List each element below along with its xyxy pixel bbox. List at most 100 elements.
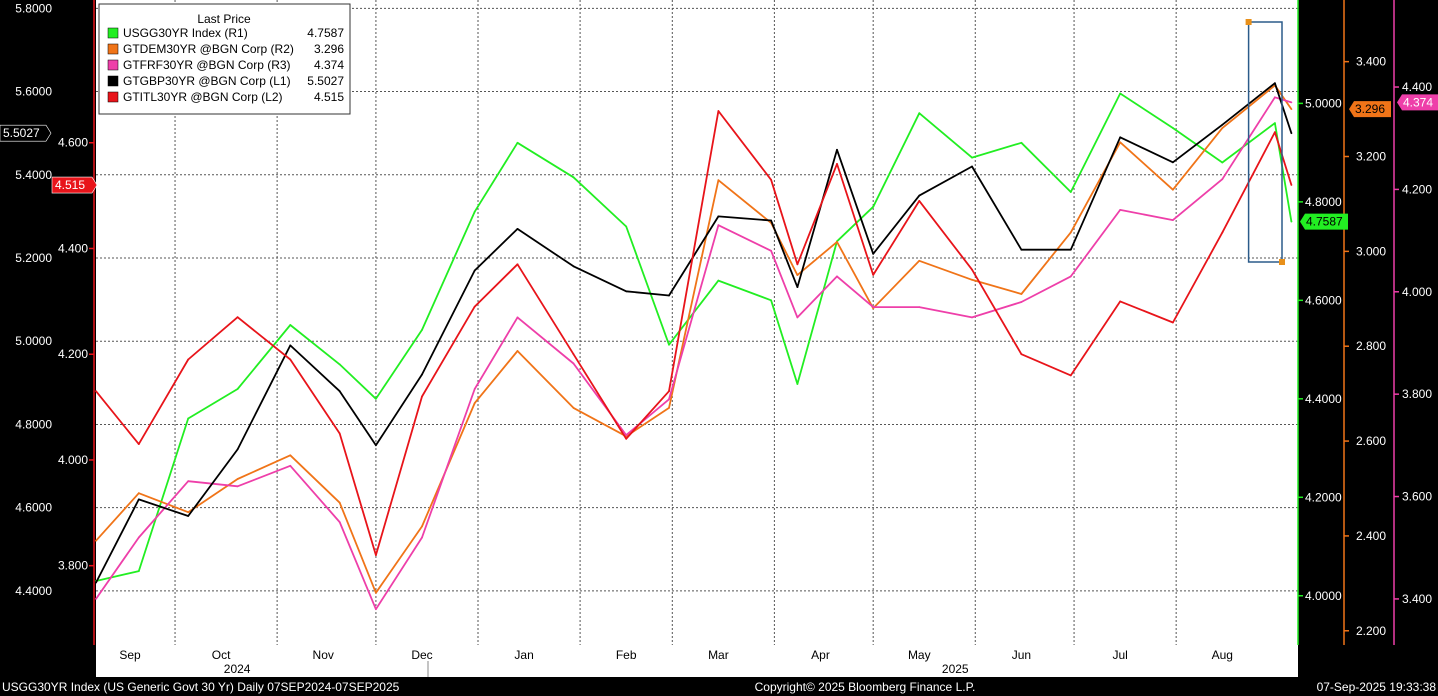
tick-label-l1: 5.4000: [15, 168, 52, 182]
data-point-gtitl30yr: [289, 358, 292, 361]
data-point-gtfrf30yr: [572, 362, 575, 365]
data-point-gtitl30yr: [1069, 374, 1072, 377]
tick-label-l1: 5.2000: [15, 251, 52, 265]
tick-label-r1: 4.2000: [1305, 490, 1342, 504]
gridlines: [96, 0, 1298, 645]
data-point-gtgbp30yr: [971, 165, 973, 168]
tick-label-r2: 3.200: [1356, 150, 1386, 164]
data-point-gtfrf30yr: [872, 306, 875, 308]
data-point-gtfrf30yr: [918, 306, 921, 308]
data-point-gtgbp30yr: [1020, 248, 1023, 251]
last-value-tag-bg: [51, 176, 98, 194]
data-point-gtfrf30yr: [236, 485, 239, 488]
data-point-gtfrf30yr: [971, 316, 973, 319]
data-point-gtfrf30yr: [1119, 209, 1122, 211]
data-point-gtfrf30yr: [421, 536, 423, 539]
data-point-gtgbp30yr: [572, 265, 575, 268]
data-point-gtdem30yr: [516, 350, 519, 352]
x-tick-label-sep: Sep: [119, 648, 141, 662]
tick-label-r2: 3.400: [1356, 55, 1386, 69]
data-point-gtitl30yr: [338, 432, 341, 435]
data-point-gtdem30yr: [473, 402, 476, 404]
data-point-gtfrf30yr: [516, 316, 519, 319]
data-point-gtgbp30yr: [516, 228, 519, 230]
legend-entry: GTDEM30YR @BGN Corp (R2) 3.296: [107, 42, 344, 56]
tick-label-l2: 3.800: [58, 559, 88, 573]
data-point-usgg30yr: [338, 363, 341, 366]
data-point-gtdem30yr: [1119, 141, 1122, 144]
data-point-gtitl30yr: [375, 554, 377, 556]
tick-label-r1: 4.8000: [1305, 195, 1342, 209]
data-point-gtfrf30yr: [1221, 178, 1224, 181]
tick-label-l1: 4.4000: [15, 584, 52, 598]
data-point-gtfrf30yr: [668, 398, 670, 401]
data-point-gtgbp30yr: [187, 515, 190, 517]
year-label-2024: 2024: [224, 662, 251, 676]
legend-value: 3.296: [314, 42, 344, 56]
data-point-gtdem30yr: [375, 591, 377, 594]
legend-label: GTGBP30YR @BGN Corp (L1): [123, 74, 291, 88]
data-point-gtitl30yr: [1274, 131, 1276, 134]
legend-entries: USGG30YR Index (R1) 4.7587 GTDEM30YR @BGN …: [107, 26, 344, 104]
tick-label-r3: 4.200: [1402, 182, 1432, 196]
data-point-usgg30yr: [1274, 122, 1276, 124]
data-point-gtdem30yr: [1221, 127, 1224, 129]
data-point-gtitl30yr: [971, 268, 973, 271]
data-point-gtitl30yr: [1221, 231, 1224, 234]
tick-label-l2: 4.000: [58, 453, 88, 467]
tick-label-r2: 2.400: [1356, 529, 1386, 543]
data-point-gtitl30yr: [95, 390, 97, 393]
data-point-gtdem30yr: [95, 539, 97, 542]
data-point-gtdem30yr: [236, 478, 239, 480]
tick-label-r3: 4.000: [1402, 285, 1432, 299]
data-point-gtfrf30yr: [1069, 275, 1072, 278]
data-point-gtgbp30yr: [338, 390, 341, 393]
data-point-usgg30yr: [1290, 220, 1293, 223]
x-tick-label-oct: Oct: [212, 648, 231, 662]
data-point-gtitl30yr: [137, 443, 140, 445]
data-point-gtdem30yr: [338, 501, 341, 504]
legend-value: 4.374: [314, 58, 344, 72]
legend-swatch: [107, 75, 119, 87]
x-tick-label-may: May: [908, 648, 931, 662]
legend-swatch: [107, 91, 119, 103]
selection-handle: [1279, 259, 1285, 265]
last-value-tag-bg: [1397, 94, 1438, 111]
data-point-gtitl30yr: [918, 200, 921, 202]
data-point-gtgbp30yr: [375, 444, 377, 447]
data-point-gtitl30yr: [236, 316, 239, 319]
data-point-gtgbp30yr: [1274, 82, 1276, 85]
data-point-usgg30yr: [289, 324, 292, 326]
footer-right: 07-Sep-2025 19:33:38: [1317, 680, 1437, 694]
data-point-usgg30yr: [1020, 141, 1023, 144]
tick-label-r1: 4.6000: [1305, 293, 1342, 307]
axes: Sep Oct Nov Dec Jan Feb Mar Apr May Jun Jul Aug 2024…: [15, 0, 1432, 677]
data-point-gtdem30yr: [717, 179, 720, 182]
last-value-tag-bg: [1349, 101, 1391, 118]
data-point-gtitl30yr: [473, 305, 476, 308]
legend-swatch: [107, 27, 119, 39]
data-point-gtdem30yr: [187, 511, 190, 514]
data-point-gtdem30yr: [1290, 108, 1293, 110]
data-point-gtdem30yr: [918, 259, 921, 262]
legend-swatch: [107, 59, 119, 71]
tick-label-r2: 2.200: [1356, 624, 1386, 638]
last-value-text-r2: 3.296: [1355, 102, 1385, 116]
data-point-gtdem30yr: [137, 492, 140, 495]
data-point-gtgbp30yr: [137, 498, 140, 501]
data-point-gtdem30yr: [1020, 293, 1023, 295]
last-value-text-l1: 5.5027: [3, 126, 40, 140]
x-tick-label-jan: Jan: [514, 648, 533, 662]
x-tick-label-aug: Aug: [1212, 648, 1233, 662]
tick-label-l2: 4.400: [58, 241, 88, 255]
year-label-2025: 2025: [942, 662, 969, 676]
tick-label-l1: 5.8000: [15, 1, 52, 15]
data-point-gtgbp30yr: [473, 269, 476, 272]
last-value-tag-l1: 5.5027: [0, 124, 52, 142]
data-point-gtitl30yr: [1290, 184, 1293, 186]
legend-value: 4.515: [314, 90, 344, 104]
data-point-usgg30yr: [918, 112, 921, 115]
data-point-gtgbp30yr: [872, 252, 875, 255]
selection-box[interactable]: [1245, 19, 1285, 265]
